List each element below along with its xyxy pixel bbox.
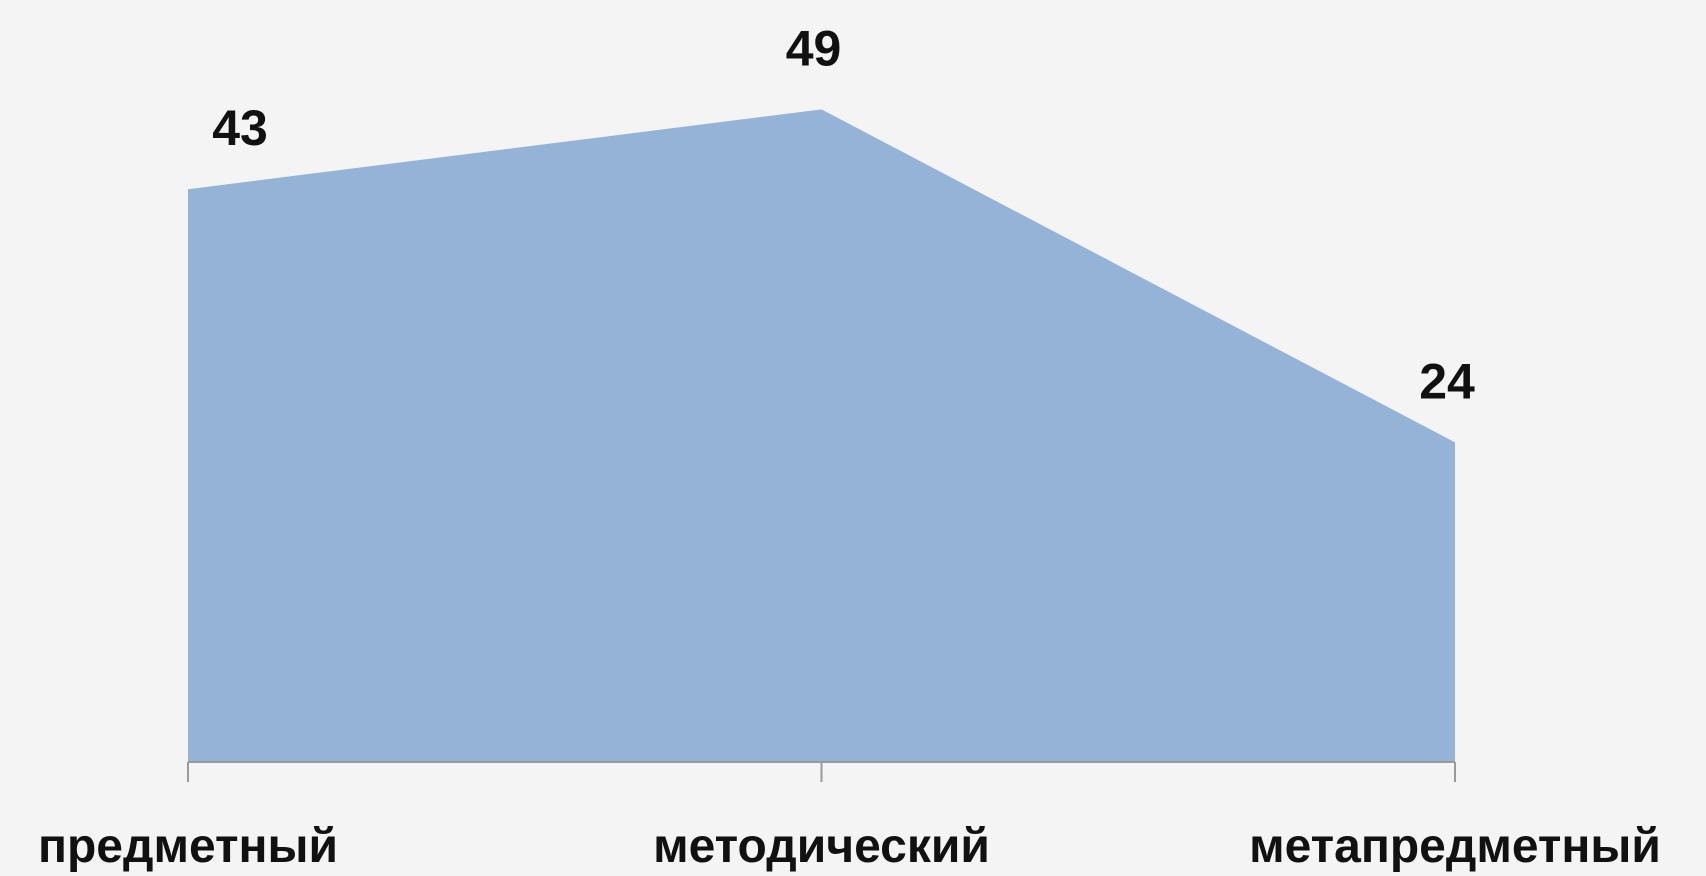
x-tick-label: предметный	[38, 820, 338, 873]
x-tick-label: методический	[653, 820, 990, 873]
data-label: 24	[1419, 353, 1475, 409]
data-label: 49	[786, 20, 842, 76]
data-label: 43	[212, 100, 268, 156]
area	[188, 109, 1455, 762]
x-tick-label: метапредметный	[1249, 820, 1661, 873]
